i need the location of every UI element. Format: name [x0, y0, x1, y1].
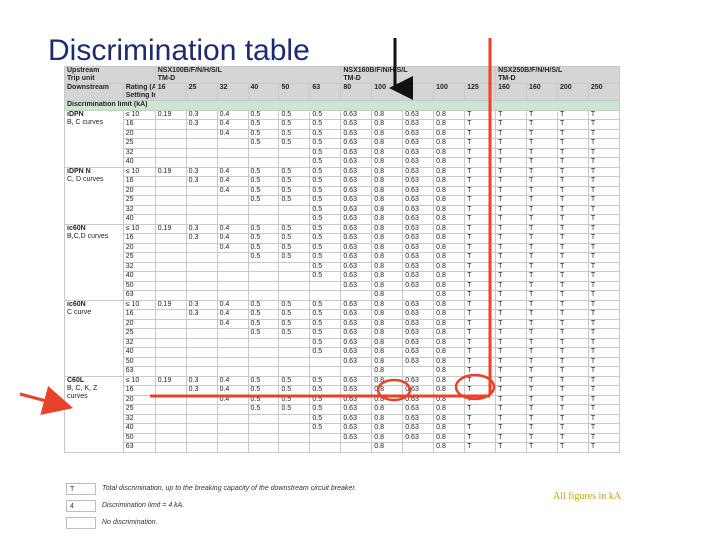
page-title: Discrimination table: [48, 34, 310, 67]
downstream-label: Downstream: [64, 83, 124, 101]
legend-row: T Total discrimination, up to the breakin…: [66, 483, 406, 500]
device-name-line: curves: [67, 392, 88, 400]
legend-text: Total discrimination, up to the breaking…: [102, 485, 357, 492]
device-name-line: B,C,D curves: [67, 232, 109, 240]
group-trip: TM-D: [343, 75, 361, 82]
rating-header: 50: [278, 83, 311, 101]
table-row: 63 0.8 0.8 T T T T T: [65, 442, 621, 453]
header-upstream-row: Upstream Trip unit NSX100B/F/N/H/S/L TM-D NS…: [64, 66, 620, 84]
table-row: 63 0.8 0.8 T T T T T: [65, 366, 621, 377]
discrimination-table: Upstream Trip unit NSX100B/F/N/H/S/L TM-D NS…: [64, 66, 621, 453]
rating-header: 16: [154, 83, 187, 101]
table-row: 16 0.3 0.4 0.5 0.5 0.5 0.63 0.8 0.63 0.8 T T T T T: [65, 119, 621, 130]
downstream-device: ic60N B,C,D curves: [64, 223, 124, 301]
device-name-line: ic60N: [67, 224, 86, 232]
limit-value: [247, 442, 280, 453]
group-name: NSX160B/F/N/H/S/L: [343, 67, 408, 75]
rating-header: 63: [309, 83, 342, 101]
group-trip: TM-D: [157, 75, 176, 82]
upstream-group: NSX100B/F/N/H/S/L TM-D: [154, 66, 342, 84]
device-name-line: C60L: [67, 376, 85, 384]
table-row: 20 0.4 0.5 0.5 0.5 0.63 0.8 0.63 0.8 T T T T T: [65, 242, 621, 253]
table-row: ic60N C curve ≤ 10 0.19 0.3 0.4 0.5 0.5 0.5 0.63 0…: [64, 299, 621, 377]
limit-value: [309, 442, 342, 453]
device-name-line: C curve: [67, 308, 92, 316]
setting-text: Setting Ir: [125, 92, 156, 99]
group-trip: TM-D: [498, 75, 516, 82]
table-row: 16 0.3 0.4 0.5 0.5 0.5 0.63 0.8 0.63 0.8 T T T T T: [65, 385, 621, 396]
legend: T Total discrimination, up to the breakin…: [66, 483, 406, 534]
legend-text: No discrimination.: [102, 519, 158, 526]
rating-header: 80: [340, 83, 373, 101]
table-row: 20 0.4 0.5 0.5 0.5 0.63 0.8 0.63 0.8 T T T T T: [65, 128, 621, 139]
downstream-device: iDPN B, C curves: [64, 109, 124, 168]
device-name-line: iDPN N: [67, 167, 91, 175]
limit-value: T: [587, 442, 621, 453]
limit-value: T: [464, 442, 497, 453]
rating-header: 40: [247, 83, 280, 101]
rating-header: 160: [526, 83, 558, 101]
rating-text: Rating (A): [125, 84, 155, 92]
table-row: 40 0.5 0.63 0.8 0.63 0.8 T T T T T: [65, 214, 621, 225]
group-name: NSX100B/F/N/H/S/L: [157, 67, 222, 75]
red-arrow: [19, 385, 74, 415]
rating-header: 25: [185, 83, 218, 101]
limit-value: [278, 442, 311, 453]
upstream-text: Upstream: [67, 67, 100, 75]
device-name-line: B, C, K, Z: [67, 384, 98, 392]
rating-header: 200: [556, 83, 589, 101]
legend-code: 4: [66, 500, 96, 512]
table-row: ic60N B,C,D curves ≤ 10 0.19 0.3 0.4 0.5 0.5 0.5…: [64, 223, 621, 301]
table-row: 50 0.63 0.8 0.63 0.8 T T T T T: [65, 280, 621, 291]
rating-header: 100: [433, 83, 466, 101]
legend-code: [66, 517, 96, 529]
rating-label: Rating (A)Setting Ir: [122, 83, 156, 101]
limit-value: 0.8: [371, 442, 404, 453]
rating-header: 250: [587, 83, 621, 101]
legend-text: Discrimination limit = 4 kA.: [102, 502, 185, 509]
discrimination-sheet: Upstream Trip unit NSX100B/F/N/H/S/L TM-D NS…: [64, 66, 621, 476]
table-row: 25 0.5 0.5 0.5 0.63 0.8 0.63 0.8 T T T T T: [65, 195, 621, 206]
units-note: All figures in kA: [553, 491, 622, 502]
legend-row: 4 Discrimination limit = 4 kA.: [66, 500, 406, 517]
trip-unit-text: Trip unit: [67, 75, 95, 82]
table-row: 25 0.5 0.5 0.5 0.63 0.8 0.63 0.8 T T T T T: [65, 138, 621, 149]
table-row: 20 0.4 0.5 0.5 0.5 0.63 0.8 0.63 0.8 T T T T T: [65, 185, 621, 196]
group-name: NSX250B/F/N/H/S/L: [498, 67, 563, 75]
rating-header: 125: [464, 83, 497, 101]
device-name-line: ic60N: [67, 300, 86, 308]
row-rating: 63: [122, 442, 156, 453]
table-row: 32 0.5 0.63 0.8 0.63 0.8 T T T T T: [65, 337, 621, 348]
table-row: 32 0.5 0.63 0.8 0.63 0.8 T T T T T: [65, 204, 621, 215]
highlight-circle-right: [454, 373, 496, 401]
table-row: 50 0.63 0.8 0.63 0.8 T T T T T: [65, 432, 621, 443]
table-row: 16 0.3 0.4 0.5 0.5 0.5 0.63 0.8 0.63 0.8 T T T T T: [65, 176, 621, 187]
downstream-device: ic60N C curve: [64, 299, 124, 377]
limit-value: [340, 442, 373, 453]
highlight-circle-left: [376, 378, 412, 402]
limit-value: [402, 442, 435, 453]
device-name-line: C, D curves: [67, 175, 104, 183]
device-name-line: iDPN: [67, 110, 84, 118]
device-name-line: B, C curves: [67, 118, 104, 126]
legend-row: No discrimination.: [66, 517, 406, 534]
legend-code: T: [66, 483, 96, 495]
